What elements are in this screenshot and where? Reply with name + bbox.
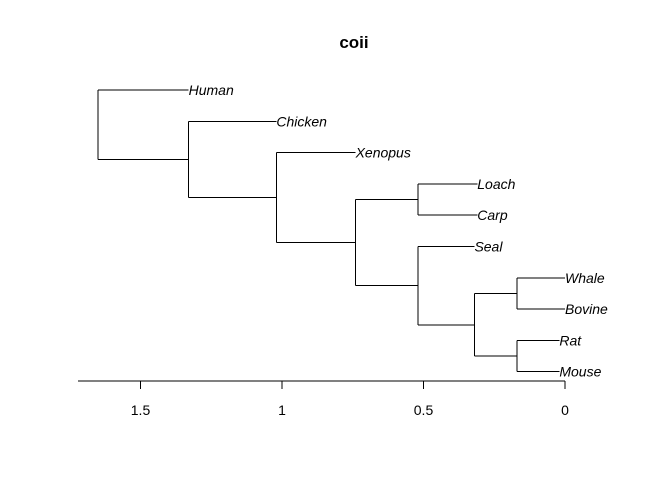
tip-label-carp: Carp [477,207,508,223]
tip-label-mouse: Mouse [559,364,601,380]
tip-label-loach: Loach [477,176,515,192]
x-tick-label: 0 [561,402,569,418]
tip-label-human: Human [189,82,234,98]
x-tick-label: 1.5 [131,402,151,418]
tip-labels: Human Chicken Xenopus Loach Carp Seal Whale Bov… [189,82,608,380]
x-tick-label: 0.5 [414,402,434,418]
tip-label-chicken: Chicken [276,113,327,129]
tip-label-bovine: Bovine [565,301,608,317]
chart-title: coii [339,33,368,52]
tip-label-rat: Rat [559,332,582,348]
tree-branches [97,89,565,373]
x-tick-label: 1 [278,402,286,418]
tip-label-seal: Seal [474,239,503,255]
tip-label-whale: Whale [565,270,605,286]
x-axis: 1.5 1 0.5 0 [78,380,569,418]
tip-label-xenopus: Xenopus [355,145,411,161]
